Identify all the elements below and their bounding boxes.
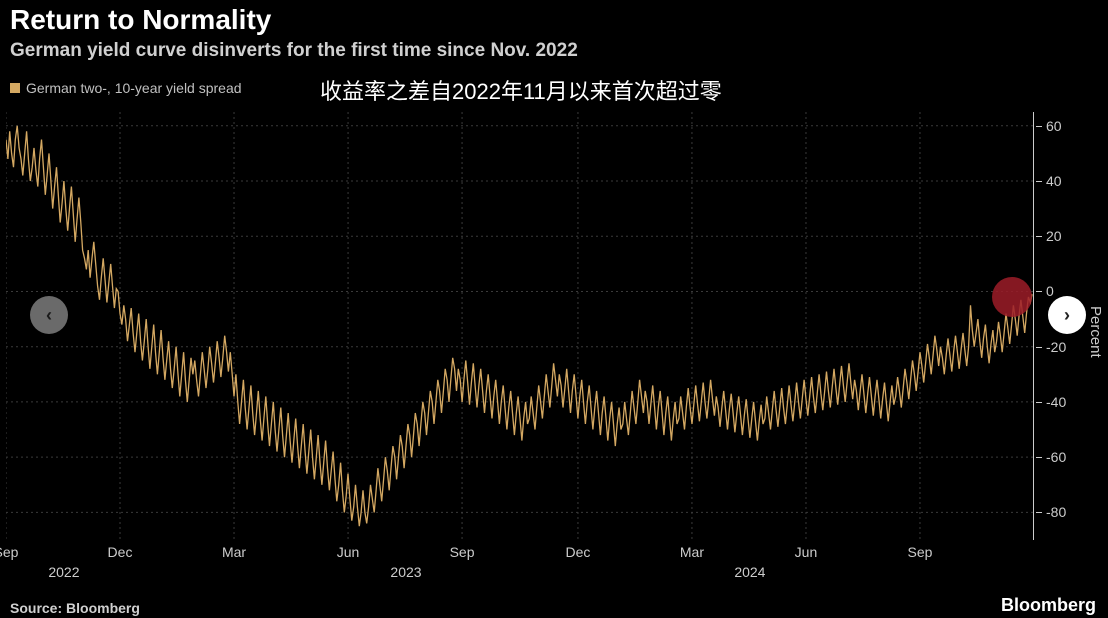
x-month-label: Jun (337, 544, 360, 560)
y-tick-label: -20 (1046, 339, 1066, 355)
x-month-label: Dec (565, 544, 590, 560)
y-tick-label: -60 (1046, 449, 1066, 465)
chinese-annotation: 收益率之差自2022年11月以来首次超过零 (320, 74, 722, 106)
next-button[interactable]: › (1048, 296, 1086, 334)
chevron-left-icon: ‹ (46, 305, 52, 326)
y-tick-label: 0 (1046, 283, 1054, 299)
brand-logo: Bloomberg (1001, 595, 1096, 616)
chart-container: Return to Normality German yield curve d… (0, 0, 1108, 618)
legend-text: German two-, 10-year yield spread (26, 80, 242, 96)
x-month-label: Sep (0, 544, 18, 560)
legend: German two-, 10-year yield spread (10, 80, 242, 96)
x-month-label: Sep (908, 544, 933, 560)
y-axis-label: Percent (1087, 306, 1104, 358)
highlight-marker (992, 277, 1032, 317)
x-month-label: Mar (680, 544, 704, 560)
x-axis-labels: SepDecMarJunSepDecMarJunSep202220232024 (6, 544, 1034, 594)
x-month-label: Sep (450, 544, 475, 560)
y-tick-label: 20 (1046, 228, 1062, 244)
legend-swatch (10, 83, 20, 93)
x-month-label: Jun (795, 544, 818, 560)
x-month-label: Dec (108, 544, 133, 560)
plot-area (6, 112, 1034, 540)
source-text: Source: Bloomberg (10, 600, 140, 616)
prev-button[interactable]: ‹ (30, 296, 68, 334)
chart-subtitle: German yield curve disinverts for the fi… (10, 40, 578, 62)
y-tick-label: -80 (1046, 504, 1066, 520)
chevron-right-icon: › (1064, 305, 1070, 326)
x-month-label: Mar (222, 544, 246, 560)
x-year-label: 2024 (734, 564, 765, 580)
y-tick-label: -40 (1046, 394, 1066, 410)
y-tick-label: 40 (1046, 173, 1062, 189)
y-tick-label: 60 (1046, 118, 1062, 134)
x-year-label: 2022 (48, 564, 79, 580)
chart-title: Return to Normality (10, 4, 271, 36)
x-year-label: 2023 (390, 564, 421, 580)
